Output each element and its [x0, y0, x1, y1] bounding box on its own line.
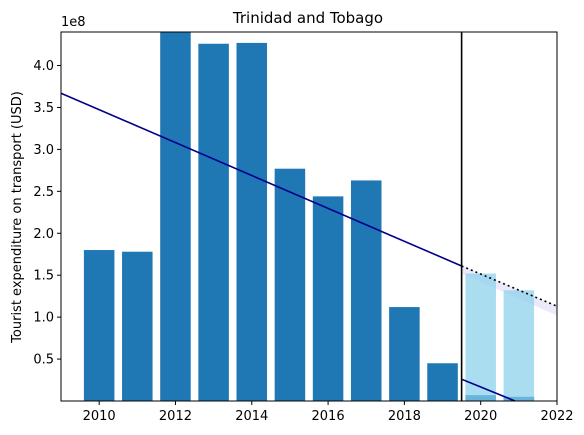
x-tick-label: 2010 — [83, 409, 116, 424]
x-tick-label: 2014 — [235, 409, 268, 424]
bar — [427, 363, 458, 401]
bar — [389, 307, 420, 401]
bar — [122, 251, 153, 401]
chart-title: Trinidad and Tobago — [232, 9, 383, 27]
x-tick-label: 2016 — [312, 409, 345, 424]
y-tick-label: 0.5 — [33, 353, 54, 368]
y-tick-label: 3.5 — [33, 101, 54, 116]
forecast-line — [461, 265, 557, 307]
x-tick-label: 2020 — [464, 409, 497, 424]
trend-line — [61, 92, 462, 267]
y-tick-label: 4.0 — [33, 59, 54, 74]
x-tick-label: 2012 — [159, 409, 192, 424]
bar — [198, 43, 229, 401]
y-axis-multiplier: 1e8 — [61, 15, 86, 30]
y-tick-label: 3.0 — [33, 143, 54, 158]
y-tick-label: 1.5 — [33, 269, 54, 284]
y-tick-label: 2.0 — [33, 227, 54, 242]
bar — [160, 32, 191, 401]
y-tick-label: 2.5 — [33, 185, 54, 200]
bar — [83, 250, 115, 401]
drop-line — [461, 378, 516, 401]
plot-content — [61, 32, 557, 401]
forecast-bar — [465, 273, 496, 401]
y-tick-label: 1.0 — [33, 311, 54, 326]
forecast-bar — [503, 290, 535, 401]
bar — [312, 196, 344, 401]
y-axis-label: Tourist expenditure on transport (USD) — [10, 91, 25, 344]
bar — [274, 168, 306, 401]
plot-area: 2010 2012 2014 2016 2018 2020 2022 0.5 1.0 1.5 2.0… — [33, 31, 574, 424]
x-tick-label: 2022 — [540, 409, 573, 424]
plot-frame — [60, 31, 558, 402]
bar — [350, 180, 382, 401]
x-tick-label: 2018 — [388, 409, 421, 424]
bar — [236, 42, 268, 401]
